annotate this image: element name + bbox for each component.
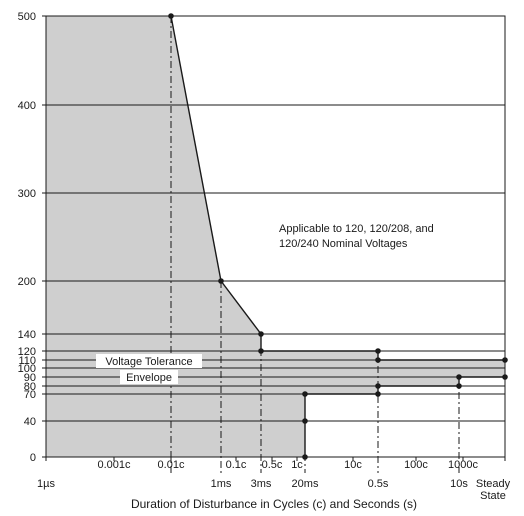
y-tick-label: 90 [24, 372, 36, 384]
data-point [375, 391, 381, 397]
x-tick-label: 10c [344, 459, 362, 471]
x-tick-label: 3ms [251, 478, 272, 490]
data-point [375, 383, 381, 389]
x-tick-label: 0.1c [226, 459, 247, 471]
data-point [302, 454, 308, 460]
x-axis-title: Duration of Disturbance in Cycles (c) an… [131, 497, 417, 511]
data-point [258, 331, 264, 337]
region-label-bg [96, 354, 202, 368]
x-tick-label: Steady [476, 478, 511, 490]
y-tick-label: 500 [18, 11, 36, 23]
y-tick-label: 300 [18, 188, 36, 200]
data-point [258, 348, 264, 354]
x-tick-label: 0.5s [368, 478, 389, 490]
data-point [218, 278, 224, 284]
x-tick-label: 0.001c [97, 459, 131, 471]
x-tick-label: 0.5c [262, 459, 283, 471]
data-point [502, 374, 508, 380]
x-tick-label: 1000c [448, 459, 478, 471]
y-tick-label: 40 [24, 416, 36, 428]
x-tick-label: 100c [404, 459, 428, 471]
region-label-line-1: Voltage Tolerance [105, 356, 192, 368]
y-tick-label: 110 [18, 355, 36, 367]
note-line-2: 120/240 Nominal Voltages [279, 238, 408, 250]
envelope-area [46, 16, 505, 457]
x-tick-label: 10s [450, 478, 468, 490]
plot-frame [45, 15, 506, 458]
data-point [456, 374, 462, 380]
y-tick-label: 140 [18, 329, 36, 341]
y-tick-label: 80 [24, 381, 36, 393]
y-tick-label: 0 [30, 452, 36, 464]
x-tick-label: 1µs [37, 478, 55, 490]
envelope-area-layer [46, 16, 505, 457]
x-tick-label: 1ms [211, 478, 232, 490]
y-tick-label: 120 [18, 346, 36, 358]
x-tick-label: State [480, 490, 506, 502]
data-points-layer [168, 13, 508, 460]
data-point [375, 348, 381, 354]
data-point [502, 357, 508, 363]
data-point [302, 391, 308, 397]
y-tick-label: 100 [18, 363, 36, 375]
note-line-1: Applicable to 120, 120/208, and [279, 223, 434, 235]
region-label-bg [120, 370, 178, 384]
x-tick-label: 0.01c [158, 459, 185, 471]
x-tick-label: 1c [291, 459, 303, 471]
data-point [302, 418, 308, 424]
data-point [456, 383, 462, 389]
y-tick-label: 400 [18, 100, 36, 112]
region-label-line-2: Envelope [126, 372, 172, 384]
y-tick-label: 200 [18, 276, 36, 288]
data-point [168, 13, 174, 19]
x-tick-label: 20ms [292, 478, 319, 490]
y-tick-label: 70 [24, 389, 36, 401]
data-point [375, 357, 381, 363]
guide-lines-layer [170, 16, 460, 473]
